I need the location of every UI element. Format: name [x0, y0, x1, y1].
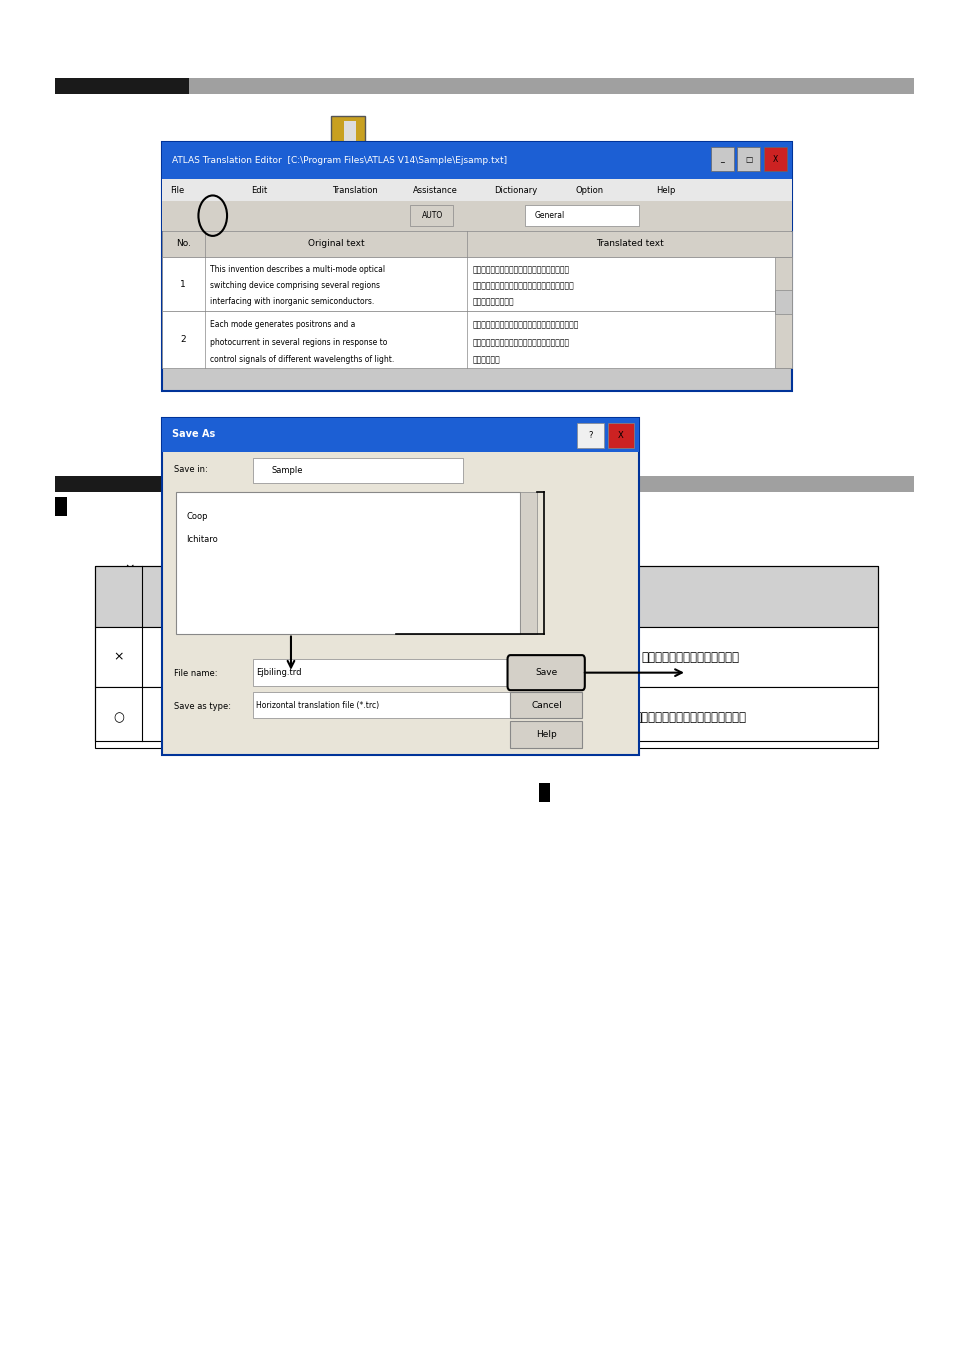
Text: 域を包括するマルチモード光スイッチング装置に: 域を包括するマルチモード光スイッチング装置に: [472, 282, 574, 290]
Text: Horizontal translation file (*.trc): Horizontal translation file (*.trc): [255, 701, 378, 709]
Text: Edit: Edit: [251, 186, 267, 194]
Bar: [607, 423, 634, 448]
Bar: [162, 201, 791, 231]
Bar: [162, 142, 791, 391]
Bar: [162, 142, 791, 179]
Text: 1: 1: [180, 280, 186, 288]
Text: この発明は無機半導体に接続するいくつかの領: この発明は無機半導体に接続するいくつかの領: [472, 266, 569, 274]
Bar: [577, 423, 603, 448]
Text: 関する制御信号に対応して陽電子と光電流を発: 関する制御信号に対応して陽電子と光電流を発: [472, 338, 569, 346]
Bar: [538, 783, 550, 802]
Bar: [162, 311, 791, 368]
Bar: [331, 116, 365, 164]
Text: switching device comprising several regions: switching device comprising several regi…: [210, 282, 379, 290]
Text: X: X: [618, 431, 623, 439]
Text: General: General: [534, 212, 564, 220]
Text: 私は辞書でその単語を調べました。: 私は辞書でその単語を調べました。: [633, 712, 745, 724]
Text: ×: ×: [113, 651, 124, 663]
Text: ○: ○: [267, 562, 277, 576]
Text: This invention describes a multi-mode optical: This invention describes a multi-mode op…: [210, 266, 385, 274]
Bar: [774, 290, 791, 314]
Text: 2: 2: [180, 336, 186, 344]
Bar: [162, 418, 639, 452]
Text: Translation: Translation: [332, 186, 377, 194]
Bar: [95, 687, 877, 748]
Bar: [162, 257, 791, 311]
Bar: [162, 231, 791, 257]
Text: Dictionary: Dictionary: [494, 186, 537, 194]
Text: interfacing with inorganic semiconductors.: interfacing with inorganic semiconductor…: [210, 298, 374, 306]
Bar: [344, 121, 355, 146]
Text: Sample: Sample: [272, 466, 303, 474]
Bar: [189, 78, 913, 94]
Text: Save as type:: Save as type:: [173, 702, 231, 710]
Bar: [55, 476, 189, 492]
Bar: [189, 476, 913, 492]
Bar: [737, 147, 760, 171]
Text: 生させます。: 生させます。: [472, 356, 499, 364]
Text: ついて説明します。: ついて説明します。: [472, 298, 514, 306]
Text: control signals of different wavelengths of light.: control signals of different wavelengths…: [210, 356, 394, 364]
Text: 私は辞書の単語を調べました。: 私は辞書の単語を調べました。: [640, 651, 739, 663]
Text: ?: ?: [588, 431, 592, 439]
Text: Ejbiling.trd: Ejbiling.trd: [255, 669, 301, 677]
Text: Save: Save: [535, 669, 558, 677]
Text: X: X: [772, 155, 778, 163]
Text: File: File: [170, 186, 184, 194]
Text: Cancel: Cancel: [531, 701, 561, 709]
Bar: [524, 205, 639, 226]
Bar: [162, 418, 639, 755]
Bar: [763, 147, 786, 171]
Bar: [340, 143, 361, 164]
Text: □: □: [744, 155, 752, 163]
Text: ○: ○: [113, 712, 124, 724]
Text: 各モードは、いくつかの領域で光の異なった波長に: 各モードは、いくつかの領域で光の異なった波長に: [472, 321, 578, 329]
Bar: [253, 692, 519, 718]
Text: Assistance: Assistance: [413, 186, 457, 194]
Text: File name:: File name:: [173, 670, 217, 678]
Text: ATLAS Translation Editor  [C:\Program Files\ATLAS V14\Sample\Ejsamp.txt]: ATLAS Translation Editor [C:\Program Fil…: [172, 156, 506, 164]
Bar: [510, 692, 581, 718]
Bar: [410, 205, 453, 226]
Bar: [55, 78, 189, 94]
Bar: [95, 566, 877, 627]
Bar: [253, 458, 462, 483]
Text: Save As: Save As: [172, 429, 214, 439]
Bar: [510, 721, 581, 748]
Text: Help: Help: [656, 186, 675, 194]
Text: Option: Option: [575, 186, 602, 194]
Text: Save in:: Save in:: [173, 465, 207, 473]
Text: Original text: Original text: [308, 240, 364, 248]
Text: photocurrent in several regions in response to: photocurrent in several regions in respo…: [210, 338, 387, 346]
Bar: [176, 492, 519, 634]
Text: _: _: [720, 155, 723, 163]
Text: No.: No.: [175, 240, 191, 248]
Bar: [710, 147, 733, 171]
Bar: [95, 627, 877, 687]
Bar: [162, 179, 791, 201]
Bar: [774, 257, 791, 368]
Bar: [253, 659, 519, 686]
Bar: [519, 492, 537, 634]
Bar: [55, 497, 67, 516]
Text: Help: Help: [536, 731, 557, 739]
Text: Each mode generates positrons and a: Each mode generates positrons and a: [210, 321, 355, 329]
Text: AUTO: AUTO: [421, 212, 442, 220]
Bar: [95, 566, 877, 741]
FancyBboxPatch shape: [507, 655, 584, 690]
Text: ×: ×: [124, 562, 134, 576]
Text: Ichitaro: Ichitaro: [186, 535, 217, 543]
Text: Translated text: Translated text: [595, 240, 663, 248]
Text: Coop: Coop: [186, 512, 208, 520]
